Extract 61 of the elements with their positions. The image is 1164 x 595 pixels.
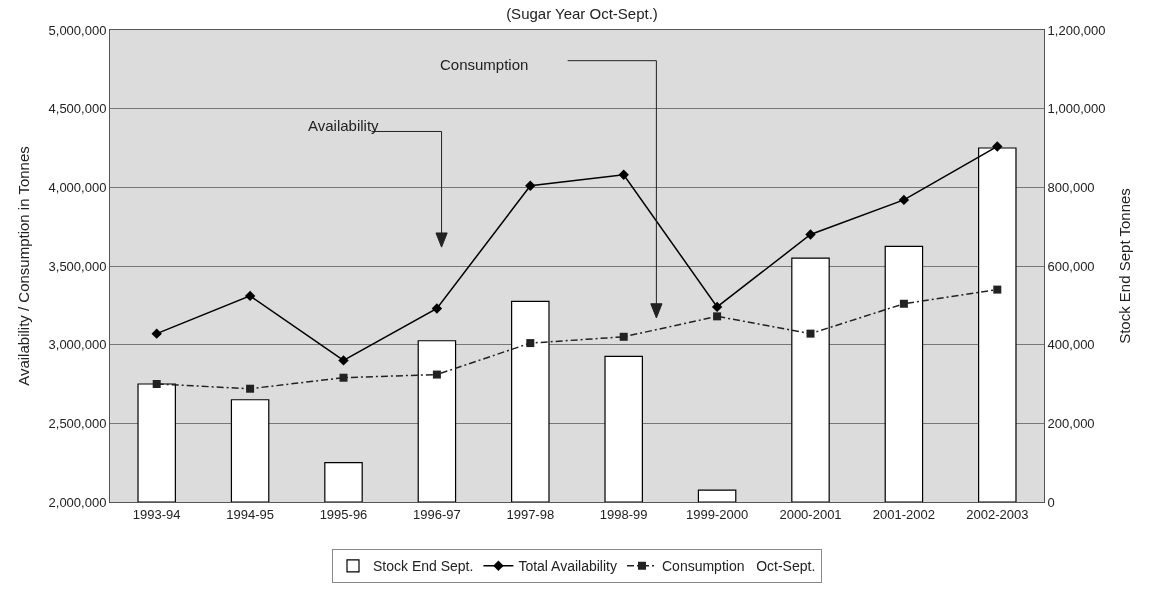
bar (137, 383, 176, 502)
y2-tick-label: 600,000 (1047, 258, 1095, 274)
y-tick-label: 3,500,000 (48, 258, 107, 274)
point (711, 301, 723, 313)
y-tick-label: 4,000,000 (48, 179, 107, 195)
bar (511, 300, 550, 502)
point (992, 141, 1003, 152)
point (993, 285, 1002, 294)
point (246, 384, 255, 393)
x-tick-label: 1996-97 (413, 506, 461, 522)
y-tick-label: 3,000,000 (48, 337, 107, 353)
bar (230, 399, 270, 502)
y-tick-label: 2,500,000 (48, 415, 107, 431)
x-tick-label: 1998-99 (599, 506, 648, 522)
chart-title: (Sugar Year Oct-Sept.) (506, 5, 658, 23)
y2-tick-label: 800,000 (1047, 179, 1095, 195)
legend-label: Total Availability (518, 558, 617, 575)
bar (791, 257, 830, 502)
point (806, 329, 815, 338)
point (431, 303, 443, 314)
y2-tick-label: 200,000 (1047, 415, 1095, 431)
x-tick-label: 1995-96 (319, 506, 368, 522)
point (619, 332, 628, 341)
y-tick-label: 4,500,000 (48, 101, 107, 117)
point (898, 194, 910, 206)
bar (884, 245, 924, 502)
x-tick-label: 2000-2001 (779, 506, 842, 522)
x-tick-label: 1999-2000 (686, 506, 749, 522)
x-tick-label: 1994-95 (226, 506, 274, 522)
y-tick-label: 2,000,000 (48, 494, 107, 510)
annotation: Availability (308, 117, 380, 134)
point (152, 380, 161, 388)
point (525, 180, 536, 191)
y-tick-label: 5,000,000 (48, 22, 107, 38)
y2-tick-label: 1,000,000 (1047, 101, 1106, 117)
bar (697, 489, 737, 502)
legend-label: Stock End Sept. (373, 558, 474, 575)
point (899, 299, 908, 308)
y2-tick-label: 0 (1047, 494, 1055, 510)
point (338, 355, 349, 366)
y2-axis-title: Stock End Sept Tonnes (1116, 188, 1134, 344)
point (526, 339, 535, 348)
x-tick-label: 2001-2002 (872, 506, 935, 522)
annotation: Consumption (440, 56, 529, 73)
point (339, 373, 348, 382)
point (713, 312, 722, 321)
point (244, 290, 256, 302)
x-tick-label: 1997-98 (506, 506, 555, 522)
y-axis-title: Availability / Consumption in Tonnes (14, 146, 32, 386)
point (151, 328, 162, 339)
point (805, 229, 816, 240)
point (618, 169, 629, 180)
x-tick-label: 2002-2003 (966, 506, 1029, 522)
legend-label: Consumption Oct-Sept. (661, 558, 816, 575)
x-tick-label: 1993-94 (132, 506, 181, 522)
bar (324, 462, 363, 502)
bar (604, 355, 643, 502)
bar (417, 340, 457, 502)
point (432, 370, 441, 379)
y2-tick-label: 400,000 (1047, 337, 1095, 353)
y2-tick-label: 1,200,000 (1047, 22, 1106, 38)
